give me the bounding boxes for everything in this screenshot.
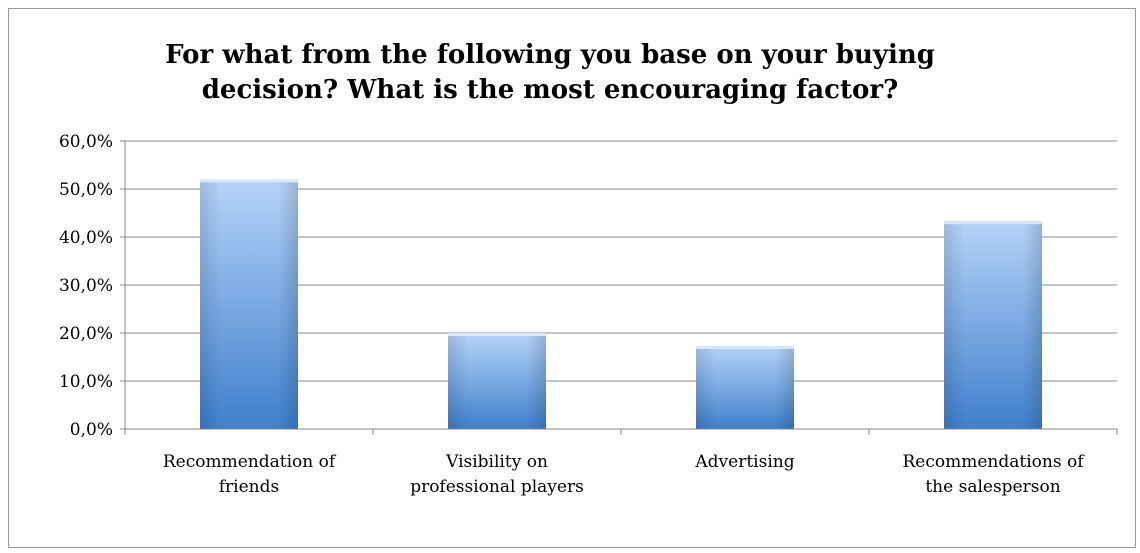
y-tick-label: 10,0% — [59, 372, 113, 392]
x-category-label: the salesperson — [925, 477, 1060, 497]
bar-shade — [696, 345, 794, 429]
chart-title-line-2: decision? What is the most encouraging f… — [201, 75, 899, 105]
x-category-label: professional players — [410, 477, 584, 497]
bar-shade — [200, 179, 298, 429]
x-category-label: Recommendations of — [903, 452, 1086, 472]
x-category-label: friends — [219, 477, 279, 497]
bar-top-highlight — [696, 345, 794, 349]
chart-title: For what from the following you base on … — [0, 38, 1100, 108]
y-tick-label: 40,0% — [59, 228, 113, 248]
axes — [120, 140, 1118, 435]
y-tick-label: 60,0% — [59, 132, 113, 152]
x-category-label: Advertising — [694, 452, 794, 472]
x-category-label: Visibility on — [445, 452, 548, 472]
y-tick-label: 30,0% — [59, 276, 113, 296]
bar-shade — [944, 221, 1042, 429]
chart-title-line-1: For what from the following you base on … — [165, 40, 935, 70]
x-category-label: Recommendation of — [163, 452, 337, 472]
y-tick-label: 50,0% — [59, 180, 113, 200]
bar-shade — [448, 333, 546, 429]
bar-top-highlight — [944, 221, 1042, 225]
bar-top-highlight — [200, 179, 298, 183]
bars — [200, 179, 1042, 429]
bar-top-highlight — [448, 333, 546, 336]
y-tick-label: 20,0% — [59, 324, 113, 344]
y-tick-label: 0,0% — [70, 420, 113, 440]
labels: 0,0% 10,0% 20,0% 30,0% 40,0% 50,0% 60,0% Recomm… — [59, 132, 1085, 497]
